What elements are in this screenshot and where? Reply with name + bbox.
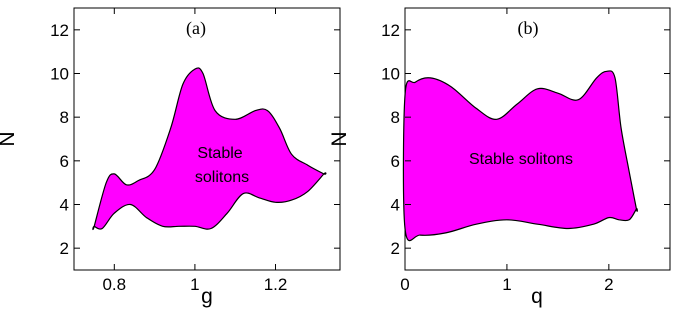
y-tick-label: 10 bbox=[381, 65, 400, 84]
panel-a-y-axis-label: N bbox=[0, 131, 19, 146]
panel-a-y-ticks: 2 4 6 8 10 12 bbox=[50, 21, 340, 258]
y-tick-label: 4 bbox=[60, 196, 69, 215]
panel-a-annotation-line1: Stable bbox=[197, 145, 242, 162]
x-tick-label: 1 bbox=[502, 275, 511, 294]
panel-b-y-ticks: 2 4 6 8 10 12 bbox=[381, 21, 670, 258]
x-tick-label: 0 bbox=[400, 275, 409, 294]
panel-b-annotation: Stable solitons bbox=[469, 151, 573, 168]
y-tick-label: 6 bbox=[60, 152, 69, 171]
y-tick-label: 6 bbox=[391, 152, 400, 171]
panel-a-x-ticks: 0.8 1 1.2 bbox=[102, 8, 287, 294]
x-tick-label: 2 bbox=[604, 275, 613, 294]
panel-a-label: (a) bbox=[186, 18, 206, 39]
panel-b-label: (b) bbox=[518, 18, 539, 39]
y-tick-label: 12 bbox=[381, 21, 400, 40]
panel-b-stable-region bbox=[402, 70, 638, 242]
y-tick-label: 2 bbox=[60, 239, 69, 258]
y-tick-label: 4 bbox=[391, 196, 400, 215]
y-tick-label: 8 bbox=[60, 108, 69, 127]
panel-a-x-axis-label: g bbox=[201, 285, 213, 308]
panel-a-stable-region bbox=[92, 67, 327, 231]
x-tick-label: 1 bbox=[190, 275, 199, 294]
y-tick-label: 2 bbox=[391, 239, 400, 258]
x-tick-label: 0.8 bbox=[102, 275, 126, 294]
panel-b-y-axis-label: N bbox=[328, 131, 351, 146]
y-tick-label: 8 bbox=[391, 108, 400, 127]
panel-a-annotation-line2: solitons bbox=[195, 169, 249, 186]
y-tick-label: 12 bbox=[50, 21, 69, 40]
panel-b-x-axis-label: q bbox=[531, 285, 543, 308]
y-tick-label: 10 bbox=[50, 65, 69, 84]
panel-b-x-ticks: 0 1 2 bbox=[400, 8, 614, 294]
panel-a: 0.8 1 1.2 2 4 6 8 10 12 (a) Stable solitons g N bbox=[0, 7, 341, 308]
x-tick-label: 1.2 bbox=[264, 275, 288, 294]
